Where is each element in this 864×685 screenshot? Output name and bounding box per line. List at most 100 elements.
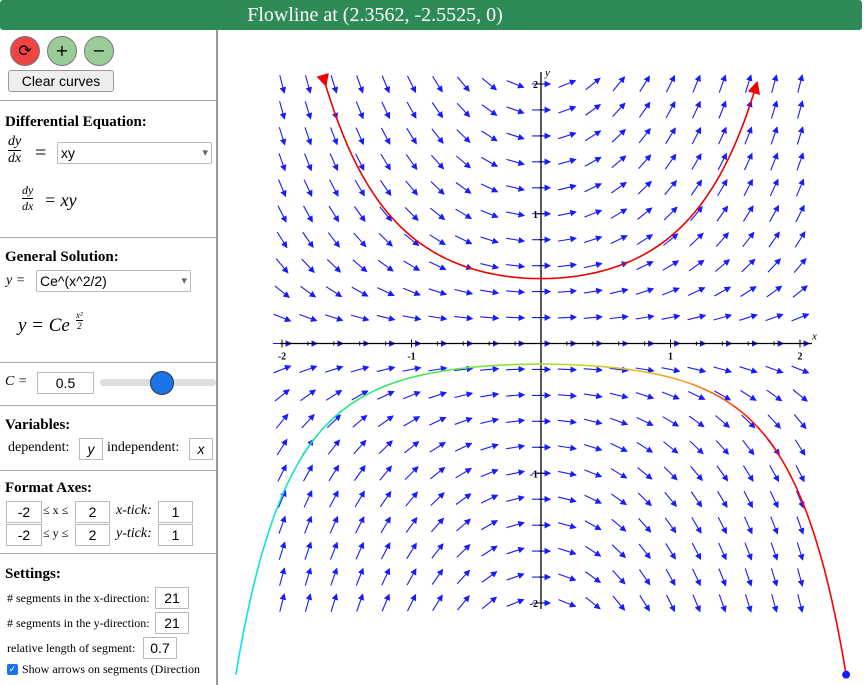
direction-segment <box>585 104 602 116</box>
direction-segment <box>352 259 368 273</box>
direction-segment <box>717 516 727 535</box>
direction-segment <box>301 413 315 429</box>
direction-segment <box>376 365 396 373</box>
direction-segment <box>796 516 805 535</box>
independent-input[interactable]: x <box>189 438 213 460</box>
length-input[interactable]: 0.7 <box>143 637 177 659</box>
direction-segment <box>454 442 473 452</box>
direction-segment <box>770 516 779 535</box>
direction-segment <box>583 287 603 295</box>
ymin-input[interactable]: -2 <box>6 524 42 546</box>
direction-segment <box>740 390 757 401</box>
direction-segment <box>664 517 677 534</box>
direction-segment <box>278 489 287 508</box>
direction-segment <box>665 74 676 93</box>
direction-segment <box>635 313 655 321</box>
direction-segment <box>637 492 652 507</box>
xmin-input[interactable]: -2 <box>6 501 42 523</box>
direction-segment <box>428 416 447 426</box>
direction-segment <box>406 127 417 145</box>
xmax-input[interactable]: 2 <box>75 501 110 523</box>
zoom-in-icon[interactable]: + <box>47 36 77 66</box>
direction-segment <box>355 567 365 586</box>
direction-segment <box>584 469 603 478</box>
direction-segment <box>687 366 707 374</box>
direction-segment <box>404 233 420 247</box>
direction-segment <box>690 491 703 508</box>
direction-segment <box>767 258 781 273</box>
y-tick-label: 1 <box>533 210 538 221</box>
solution-input[interactable]: Ce^(x^2/2) <box>36 270 191 292</box>
zoom-out-icon[interactable]: − <box>84 36 114 66</box>
x-tick-label: -2 <box>278 352 286 363</box>
xtick-input[interactable]: 1 <box>158 501 193 523</box>
direction-segment <box>744 542 753 561</box>
direction-segment <box>506 417 526 425</box>
y-segments-input[interactable]: 21 <box>155 612 189 634</box>
direction-segment <box>637 467 653 480</box>
label: ≤ x ≤ <box>43 503 69 517</box>
direction-segment <box>480 391 500 399</box>
direction-segment <box>480 209 499 219</box>
direction-segment <box>663 441 679 454</box>
direction-segment <box>792 285 808 298</box>
direction-segment <box>428 365 448 373</box>
direction-segment <box>404 466 419 481</box>
direction-segment <box>718 568 727 587</box>
y-axis-label: y <box>544 67 550 79</box>
ymax-input[interactable]: 2 <box>75 524 110 546</box>
direction-segment <box>716 205 729 222</box>
direction-segment <box>663 233 679 246</box>
direction-segment <box>691 126 702 145</box>
direction-segment <box>692 100 701 119</box>
direction-segment <box>691 517 702 534</box>
direction-segment <box>717 179 728 196</box>
reset-icon[interactable]: ⟳ <box>10 36 40 66</box>
direction-segment <box>637 180 652 195</box>
direction-segment <box>610 468 628 479</box>
direction-segment <box>797 568 805 587</box>
direction-segment <box>456 129 471 143</box>
direction-segment <box>304 593 313 612</box>
dependent-input[interactable]: y <box>79 438 103 460</box>
direction-segment <box>506 314 526 321</box>
direction-segment <box>304 567 313 586</box>
direction-segment <box>377 390 395 400</box>
direction-segment <box>330 75 339 94</box>
direction-segment <box>609 392 629 400</box>
slider-thumb[interactable] <box>150 371 174 395</box>
direction-segment <box>480 262 500 270</box>
math: dy <box>22 183 34 199</box>
direction-segment <box>743 490 753 509</box>
direction-segment <box>636 416 654 426</box>
direction-segment <box>381 593 391 612</box>
direction-segment <box>663 206 678 221</box>
direction-segment <box>715 415 731 428</box>
direction-segment <box>715 440 730 455</box>
direction-segment <box>429 234 446 246</box>
clear-button[interactable]: Clear curves <box>8 70 114 92</box>
heading: Settings: <box>5 566 61 582</box>
ytick-input[interactable]: 1 <box>158 524 193 546</box>
direction-segment <box>506 572 525 581</box>
direction-segment <box>718 542 727 561</box>
direction-segment <box>506 80 525 89</box>
direction-segment <box>431 568 444 585</box>
x-segments-input[interactable]: 21 <box>155 587 189 609</box>
direction-segment <box>350 365 370 373</box>
direction-segment <box>278 515 287 534</box>
direction-segment <box>404 440 420 454</box>
direction-segment <box>481 545 498 557</box>
direction-segment <box>714 286 732 297</box>
heading: Format Axes: <box>5 480 93 496</box>
direction-segment <box>353 206 366 223</box>
direction-segment <box>612 570 626 585</box>
direction-segment <box>557 261 577 269</box>
equation-input[interactable]: xy <box>57 142 212 164</box>
direction-segment <box>304 541 313 560</box>
direction-segment <box>454 417 473 425</box>
c-input[interactable]: 0.5 <box>37 372 94 394</box>
checkbox[interactable]: ✓ <box>7 664 18 675</box>
direction-segment <box>304 75 313 94</box>
direction-segment <box>356 75 365 94</box>
